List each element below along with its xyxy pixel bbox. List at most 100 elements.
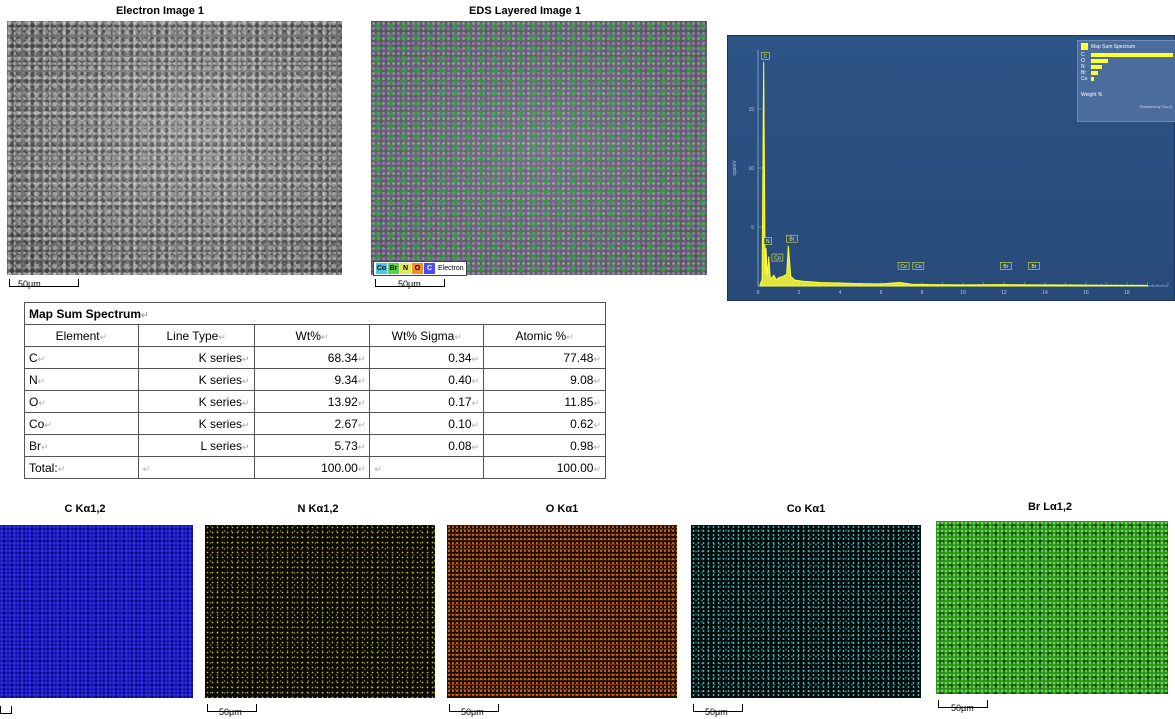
- electron-image-title: Electron Image 1: [115, 5, 205, 17]
- map-o-scale-label: 50μm: [461, 707, 484, 717]
- spectrum-legend-axis: Weight %: [1081, 92, 1103, 98]
- cell-element: N↵: [24, 368, 139, 391]
- x-tick-label: 0: [757, 290, 760, 296]
- table-title-row: Map Sum Spectrum↵: [24, 302, 606, 325]
- eds-scale-label: 50μm: [398, 279, 421, 289]
- cell-total-wt: 100.00↵: [253, 456, 371, 479]
- cell-line-type: K series↵: [137, 346, 255, 369]
- electron-image: [7, 21, 342, 275]
- cell-total-empty: ↵: [137, 456, 255, 479]
- x-tick-label: 18: [1124, 290, 1130, 296]
- map-title-c: C Kα1,2: [64, 503, 106, 515]
- spectrum-legend-title: Map Sum Spectrum: [1091, 43, 1136, 50]
- legend-bar-row: O: [1078, 58, 1175, 64]
- peak-label-box: [763, 237, 772, 245]
- x-tick-label: 4: [839, 290, 842, 296]
- cell-total-label: Total:↵: [24, 456, 139, 479]
- y-tick-label: 5: [751, 225, 754, 231]
- peak-label: Co: [900, 264, 907, 270]
- table-title: Map Sum Spectrum↵: [24, 302, 606, 325]
- legend-bar: [1091, 53, 1173, 57]
- spectrum-legend-swatch: [1081, 43, 1088, 50]
- eds-element-legend: Co Br N O C Electron: [373, 261, 467, 276]
- legend-electron-label: Electron: [438, 265, 464, 272]
- map-co-scale-label: 50μm: [705, 707, 728, 717]
- header-wt-sigma: Wt% Sigma↵: [369, 324, 485, 347]
- y-tick-label: 15: [748, 107, 754, 113]
- electron-scale-bar: [9, 279, 79, 287]
- cell-wt: 5.73↵: [253, 434, 371, 457]
- cell-total-atomic: 100.00↵: [483, 456, 606, 479]
- legend-bar-label: Br: [1081, 70, 1086, 76]
- map-br-scale-label: 50μm: [951, 703, 974, 713]
- legend-bar-label: N: [1081, 64, 1085, 70]
- legend-chip-br: Br: [388, 263, 399, 274]
- eds-scale-bar: [375, 279, 445, 287]
- map-br-scale-bar: [938, 700, 988, 708]
- map-o-scale-bar: [449, 704, 499, 712]
- cell-wt: 68.34↵: [253, 346, 371, 369]
- legend-bar: [1091, 77, 1095, 81]
- legend-bar-row: N: [1078, 64, 1175, 70]
- cell-line-type: L series↵: [137, 434, 255, 457]
- legend-bar-row: Co: [1078, 76, 1175, 82]
- x-tick-label: 2: [798, 290, 801, 296]
- electron-scale-label: 50μm: [18, 279, 41, 289]
- cell-line-type: K series↵: [137, 412, 255, 435]
- cell-element: O↵: [24, 390, 139, 413]
- spectrum-trace: [759, 61, 1148, 287]
- table-row: C↵ K series↵ 68.34↵ 0.34↵ 77.48↵: [24, 346, 606, 369]
- legend-bar-row: Br: [1078, 70, 1175, 76]
- cell-wt: 9.34↵: [253, 368, 371, 391]
- map-n-scale-bar: [207, 704, 257, 712]
- cell-atomic: 0.98↵: [483, 434, 606, 457]
- map-o-image: [447, 525, 677, 698]
- legend-chip-o: O: [412, 263, 423, 274]
- map-title-br: Br Lα1,2: [1027, 501, 1073, 513]
- peak-label-box: [897, 262, 910, 270]
- header-line-type: Line Type↵: [137, 324, 255, 347]
- table-row: Br↵ L series↵ 5.73↵ 0.08↵ 0.98↵: [24, 434, 606, 457]
- legend-chip-c: C: [424, 263, 435, 274]
- table-row: O↵ K series↵ 13.92↵ 0.17↵ 11.85↵: [24, 390, 606, 413]
- peak-label-box: [1028, 262, 1040, 270]
- x-tick-label: 14: [1042, 290, 1048, 296]
- map-n-scale-label: 50μm: [219, 707, 242, 717]
- cell-element: C↵: [24, 346, 139, 369]
- cell-total-empty: ↵: [369, 456, 485, 479]
- spectrum-legend: Map Sum Spectrum C O N Br Co Weight % Powere…: [1077, 40, 1175, 122]
- table-total-row: Total:↵ ↵ 100.00↵ ↵ 100.00↵: [24, 456, 606, 479]
- results-table: Map Sum Spectrum↵ Element↵ Line Type↵ Wt…: [24, 302, 606, 479]
- peak-label-box: [786, 234, 798, 243]
- peak-label: C: [764, 54, 768, 60]
- peak-label-box: [912, 262, 925, 270]
- cell-wt-sigma: 0.10↵: [369, 412, 485, 435]
- cell-atomic: 11.85↵: [483, 390, 606, 413]
- y-tick-label: 10: [748, 166, 754, 172]
- legend-chip-n: N: [400, 263, 411, 274]
- spectrum-legend-footer: Powered by Tru-Q: [1139, 104, 1172, 109]
- peak-label-box: [771, 253, 784, 262]
- map-c-scale-bar: [0, 706, 12, 714]
- cell-line-type: K series↵: [137, 390, 255, 413]
- legend-bar-label: C: [1081, 52, 1085, 58]
- x-tick-label: 16: [1083, 290, 1089, 296]
- map-co-image: [691, 525, 921, 698]
- cell-atomic: 9.08↵: [483, 368, 606, 391]
- cell-wt-sigma: 0.17↵: [369, 390, 485, 413]
- eds-layered-image: [371, 21, 707, 275]
- y-axis-label: cps/eV: [732, 160, 738, 176]
- cell-wt-sigma: 0.08↵: [369, 434, 485, 457]
- header-atomic: Atomic %↵: [483, 324, 606, 347]
- legend-bar-row: C: [1078, 52, 1175, 58]
- peak-label-box: [1000, 262, 1012, 270]
- x-tick-label: 10: [960, 290, 966, 296]
- peak-label: Co: [774, 256, 781, 262]
- map-br-image: [936, 521, 1168, 694]
- header-wt: Wt%↵: [253, 324, 371, 347]
- map-title-co: Co Kα1: [786, 503, 826, 515]
- table-row: N↵ K series↵ 9.34↵ 0.40↵ 9.08↵: [24, 368, 606, 391]
- map-c-image: [0, 525, 193, 698]
- map-co-scale-bar: [693, 704, 743, 712]
